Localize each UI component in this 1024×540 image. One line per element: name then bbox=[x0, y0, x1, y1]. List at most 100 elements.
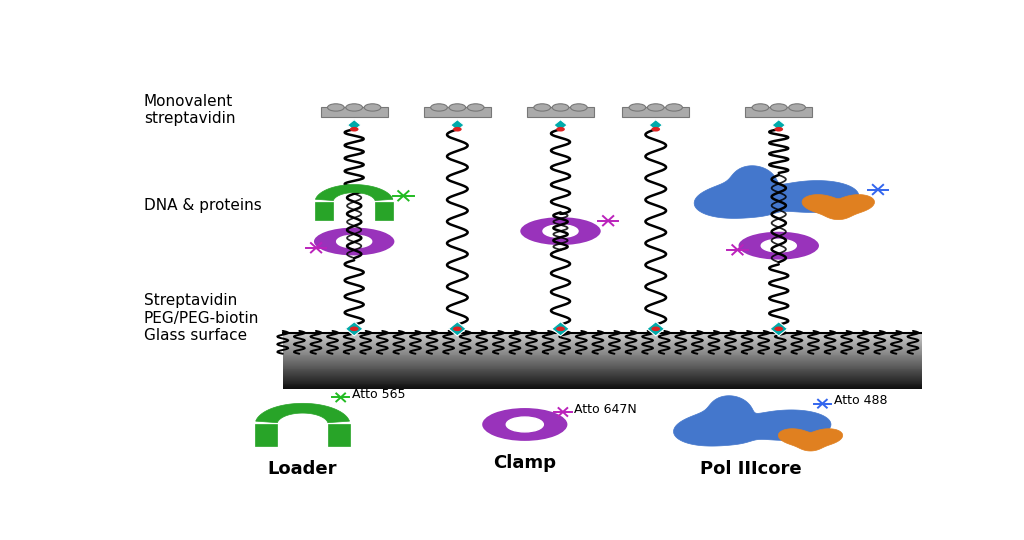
Polygon shape bbox=[283, 342, 930, 343]
Ellipse shape bbox=[543, 225, 579, 238]
Polygon shape bbox=[802, 194, 874, 220]
Ellipse shape bbox=[328, 104, 344, 111]
Circle shape bbox=[453, 127, 462, 132]
Polygon shape bbox=[283, 364, 930, 365]
Polygon shape bbox=[283, 347, 930, 348]
Polygon shape bbox=[283, 343, 930, 344]
Polygon shape bbox=[283, 369, 930, 370]
Ellipse shape bbox=[431, 104, 447, 111]
Text: Loader: Loader bbox=[268, 460, 337, 478]
Polygon shape bbox=[647, 322, 665, 336]
Polygon shape bbox=[694, 166, 859, 218]
Polygon shape bbox=[283, 333, 930, 334]
Polygon shape bbox=[283, 341, 930, 342]
Text: Pol IIIcore: Pol IIIcore bbox=[700, 460, 802, 478]
Polygon shape bbox=[283, 352, 930, 353]
Ellipse shape bbox=[788, 104, 806, 111]
Polygon shape bbox=[283, 357, 930, 358]
Ellipse shape bbox=[770, 104, 787, 111]
Ellipse shape bbox=[752, 104, 769, 111]
Polygon shape bbox=[283, 362, 930, 363]
Polygon shape bbox=[283, 368, 930, 369]
Polygon shape bbox=[552, 322, 569, 336]
Ellipse shape bbox=[737, 231, 820, 261]
Polygon shape bbox=[283, 345, 930, 346]
Polygon shape bbox=[283, 379, 930, 380]
Text: DNA & proteins: DNA & proteins bbox=[143, 198, 261, 213]
Text: Atto 488: Atto 488 bbox=[835, 394, 888, 407]
Polygon shape bbox=[424, 107, 490, 117]
Polygon shape bbox=[283, 338, 930, 339]
Polygon shape bbox=[527, 107, 594, 117]
Polygon shape bbox=[451, 120, 464, 131]
Ellipse shape bbox=[481, 407, 568, 442]
Circle shape bbox=[556, 127, 565, 132]
Circle shape bbox=[651, 327, 660, 331]
Polygon shape bbox=[283, 354, 930, 355]
Ellipse shape bbox=[629, 104, 646, 111]
Circle shape bbox=[556, 327, 565, 331]
Polygon shape bbox=[283, 376, 930, 377]
Polygon shape bbox=[283, 361, 930, 362]
Ellipse shape bbox=[346, 104, 362, 111]
Polygon shape bbox=[283, 334, 930, 335]
Polygon shape bbox=[283, 336, 930, 337]
Ellipse shape bbox=[570, 104, 587, 111]
Text: Streptavidin
PEG/PEG-biotin
Glass surface: Streptavidin PEG/PEG-biotin Glass surfac… bbox=[143, 294, 259, 343]
Polygon shape bbox=[328, 424, 350, 446]
Polygon shape bbox=[283, 363, 930, 364]
Polygon shape bbox=[283, 356, 930, 357]
Ellipse shape bbox=[761, 239, 797, 252]
Polygon shape bbox=[283, 350, 930, 351]
Polygon shape bbox=[283, 349, 930, 350]
Circle shape bbox=[350, 327, 358, 331]
Polygon shape bbox=[283, 373, 930, 374]
Polygon shape bbox=[283, 367, 930, 368]
Polygon shape bbox=[315, 202, 333, 220]
Polygon shape bbox=[772, 120, 785, 131]
Polygon shape bbox=[283, 351, 930, 352]
Ellipse shape bbox=[337, 235, 372, 248]
Text: Atto 565: Atto 565 bbox=[352, 388, 406, 401]
Ellipse shape bbox=[666, 104, 682, 111]
Polygon shape bbox=[283, 382, 930, 383]
Ellipse shape bbox=[534, 104, 551, 111]
Polygon shape bbox=[255, 424, 278, 446]
Ellipse shape bbox=[506, 417, 544, 432]
Circle shape bbox=[774, 327, 783, 331]
Text: Clamp: Clamp bbox=[494, 454, 556, 471]
Polygon shape bbox=[674, 396, 830, 446]
Ellipse shape bbox=[449, 104, 466, 111]
Polygon shape bbox=[283, 340, 930, 341]
Polygon shape bbox=[283, 386, 930, 387]
Polygon shape bbox=[283, 370, 930, 372]
Polygon shape bbox=[283, 344, 930, 345]
Text: Atto 647N: Atto 647N bbox=[574, 403, 637, 416]
Circle shape bbox=[453, 327, 462, 331]
Polygon shape bbox=[623, 107, 689, 117]
Polygon shape bbox=[283, 374, 930, 375]
Polygon shape bbox=[283, 381, 930, 382]
Ellipse shape bbox=[467, 104, 484, 111]
Polygon shape bbox=[283, 384, 930, 386]
Ellipse shape bbox=[647, 104, 665, 111]
Polygon shape bbox=[283, 353, 930, 354]
Polygon shape bbox=[283, 387, 930, 388]
Polygon shape bbox=[283, 359, 930, 360]
Polygon shape bbox=[283, 378, 930, 379]
Polygon shape bbox=[283, 337, 930, 338]
Polygon shape bbox=[283, 383, 930, 384]
Polygon shape bbox=[449, 322, 466, 336]
Ellipse shape bbox=[313, 227, 395, 256]
Ellipse shape bbox=[519, 216, 602, 246]
Circle shape bbox=[350, 127, 358, 132]
Polygon shape bbox=[554, 120, 567, 131]
Polygon shape bbox=[315, 185, 393, 200]
Polygon shape bbox=[283, 358, 930, 359]
Polygon shape bbox=[345, 322, 362, 336]
Polygon shape bbox=[283, 348, 930, 349]
Polygon shape bbox=[283, 335, 930, 336]
Polygon shape bbox=[283, 372, 930, 373]
Polygon shape bbox=[283, 360, 930, 361]
Circle shape bbox=[651, 127, 660, 132]
